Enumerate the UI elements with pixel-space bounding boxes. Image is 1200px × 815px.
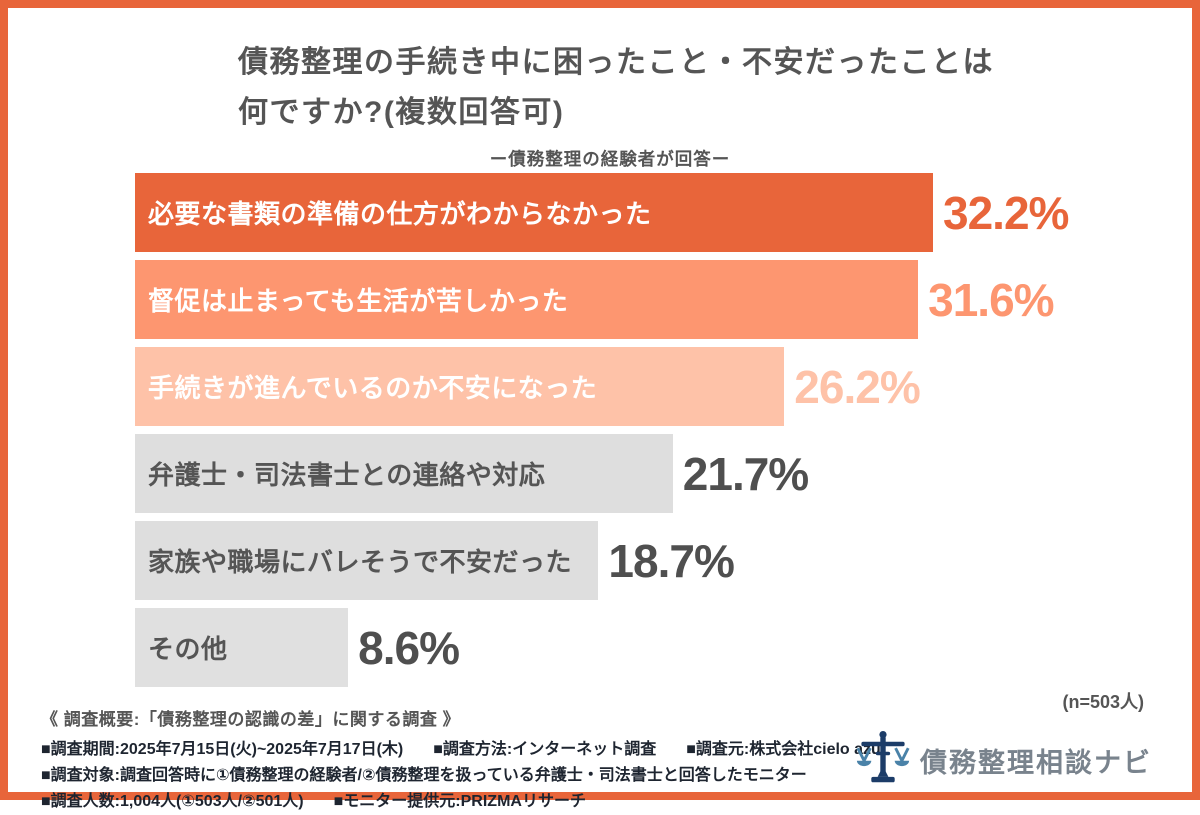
page-title: 債務整理の手続き中に困ったこと・不安だったことは 何ですか?(複数回答可) <box>238 38 994 138</box>
bar-category-label: 督促は止まっても生活が苦しかった <box>148 286 569 316</box>
balance-scale-icon <box>856 730 910 791</box>
bar: 手続きが進んでいるのか不安になった <box>135 347 785 426</box>
survey-overview-segment: ■調査対象:調査回答時に①債務整理の経験者/②債務整理を扱っている弁護士・司法書… <box>41 767 807 784</box>
bar-row: 弁護士・司法書士との連絡や対応 21.7% <box>135 434 1135 513</box>
survey-overview-lines: ■調査期間:2025年7月15日(火)~2025年7月17日(木) ■調査方法:イ… <box>41 737 941 815</box>
bar: 家族や職場にバレそうで不安だった <box>135 521 599 600</box>
survey-overview-segment: ■調査人数:1,004人(①503人/②501人) <box>41 793 304 810</box>
survey-overview-heading: 《 調査概要:「債務整理の認識の差」に関する調査 》 <box>41 710 461 729</box>
bar: 必要な書類の準備の仕方がわからなかった <box>135 173 933 252</box>
bar-row: 督促は止まっても生活が苦しかった 31.6% <box>135 260 1135 339</box>
survey-overview-segment: ■調査方法:インターネット調査 <box>433 741 657 758</box>
brand-logo-text: 債務整理相談ナビ <box>920 748 1152 778</box>
bar-value-label: 26.2% <box>794 360 920 413</box>
survey-overview: 《 調査概要:「債務整理の認識の差」に関する調査 》 ■調査期間:2025年7月… <box>41 705 941 815</box>
bar-category-label: 家族や職場にバレそうで不安だった <box>148 547 573 577</box>
bar-value-label: 8.6% <box>358 621 460 674</box>
title-line-2: 何ですか?(複数回答可) <box>238 96 565 129</box>
title-line-1: 債務整理の手続き中に困ったこと・不安だったことは <box>238 46 994 79</box>
subtitle-wrap: ー債務整理の経験者が回答ー <box>135 146 1085 171</box>
survey-overview-line: ■調査対象:調査回答時に①債務整理の経験者/②債務整理を扱っている弁護士・司法書… <box>41 763 941 789</box>
bar-category-label: その他 <box>148 634 228 664</box>
bar-category-label: 手続きが進んでいるのか不安になった <box>148 373 598 403</box>
sample-size-note: (n=503人) <box>1062 692 1144 712</box>
survey-overview-segment: ■調査元:株式会社cielo azul <box>686 741 886 758</box>
brand-logo: 債務整理相談ナビ <box>856 730 1152 791</box>
survey-overview-line: ■調査期間:2025年7月15日(火)~2025年7月17日(木) ■調査方法:イ… <box>41 737 941 763</box>
bar: その他 <box>135 608 349 687</box>
bar-row: その他 8.6% <box>135 608 1135 687</box>
bar-value-label: 21.7% <box>682 447 809 500</box>
survey-overview-segment: ■調査期間:2025年7月15日(火)~2025年7月17日(木) <box>41 741 404 758</box>
bar: 弁護士・司法書士との連絡や対応 <box>135 434 673 513</box>
survey-overview-segment: ■モニター提供元:PRIZMAリサーチ <box>333 793 586 810</box>
bar-value-label: 31.6% <box>928 273 1054 326</box>
chart-subtitle: ー債務整理の経験者が回答ー <box>489 149 731 169</box>
bar: 督促は止まっても生活が苦しかった <box>135 260 919 339</box>
bar-value-label: 32.2% <box>943 186 1069 239</box>
bar-category-label: 必要な書類の準備の仕方がわからなかった <box>148 199 652 229</box>
bar-category-label: 弁護士・司法書士との連絡や対応 <box>148 460 546 490</box>
survey-overview-line: ■調査人数:1,004人(①503人/②501人) ■モニター提供元:PRIZMA… <box>41 789 941 815</box>
bar-row: 手続きが進んでいるのか不安になった 26.2% <box>135 347 1135 426</box>
bar-row: 必要な書類の準備の仕方がわからなかった 32.2% <box>135 173 1135 252</box>
bar-value-label: 18.7% <box>608 534 734 587</box>
bar-row: 家族や職場にバレそうで不安だった 18.7% <box>135 521 1135 600</box>
bar-chart: 必要な書類の準備の仕方がわからなかった 32.2% 督促は止まっても生活が苦しかった… <box>135 173 1135 687</box>
